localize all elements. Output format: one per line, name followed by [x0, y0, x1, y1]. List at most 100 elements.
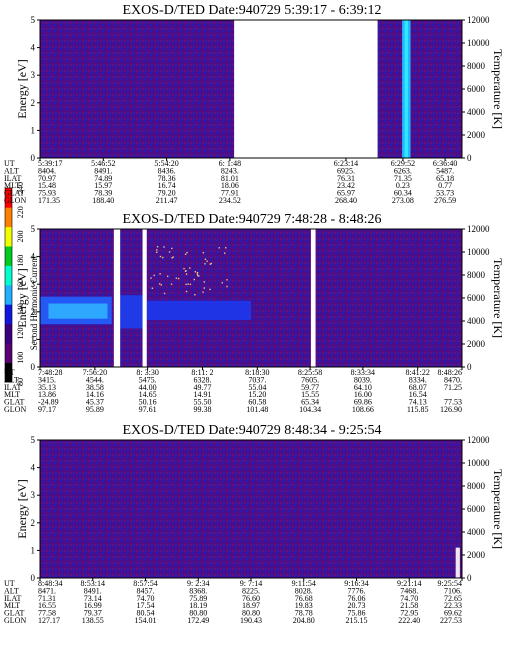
- info-row-label: ILAT: [4, 594, 21, 603]
- y-axis-label: Energy [eV]: [15, 268, 29, 327]
- y2-tick-label: 4000: [467, 316, 486, 326]
- info-cell: 81.01: [221, 174, 239, 183]
- info-cell: 4544.: [86, 375, 104, 384]
- info-cell: 215.15: [346, 616, 368, 625]
- y2-tick-label: 6000: [467, 84, 486, 94]
- info-row-label: UT: [4, 579, 15, 588]
- info-cell: 6328.: [193, 375, 211, 384]
- y-tick-label: 2: [31, 518, 36, 528]
- info-cell: 18.19: [189, 601, 207, 610]
- data-gap: [234, 20, 378, 158]
- info-cell: 268.40: [335, 196, 357, 205]
- y-tick-label: 1: [31, 545, 36, 555]
- info-cell: 8457.: [137, 586, 155, 595]
- speckle-point: [202, 252, 205, 254]
- speckle-point: [194, 271, 197, 273]
- colorbar-segment: [5, 226, 12, 247]
- info-cell: 80.80: [242, 609, 260, 618]
- y2-tick-label: 10000: [467, 38, 490, 48]
- colorbar-tick-label: 120: [16, 328, 25, 340]
- info-cell: 74.70: [400, 594, 418, 603]
- speckle-point: [221, 282, 223, 284]
- colorbar-tick-label: 200: [16, 231, 25, 243]
- spectrogram-band: [120, 295, 143, 329]
- info-cell: 16.55: [38, 601, 56, 610]
- info-cell: 8:25:58: [298, 368, 322, 377]
- info-cell: 8491.: [94, 166, 112, 175]
- y-tick-label: 3: [31, 490, 36, 500]
- info-cell: 8:57:54: [133, 579, 157, 588]
- info-cell: 8:18:30: [245, 368, 269, 377]
- info-row-label: ILAT: [4, 383, 21, 392]
- y2-axis-label: Temperature [K]: [491, 49, 505, 129]
- panel-title: EXOS-D/TED Date:940729 7:48:28 - 8:48:26: [123, 212, 382, 227]
- y-tick-label: 4: [31, 252, 36, 262]
- info-cell: 7106.: [444, 586, 462, 595]
- speckle-point: [156, 249, 158, 251]
- speckle-point: [189, 283, 192, 285]
- y2-tick-label: 12000: [467, 15, 490, 25]
- y2-tick-label: 8000: [467, 61, 486, 71]
- info-cell: 5:39:17: [38, 159, 62, 168]
- panel-title: EXOS-D/TED Date:940729 8:48:34 - 9:25:54: [123, 423, 382, 438]
- speckle-point: [189, 267, 191, 269]
- info-cell: 8:48:34: [38, 579, 62, 588]
- speckle-point: [196, 274, 199, 277]
- info-cell: 38.58: [86, 383, 104, 392]
- info-cell: 8:41:22: [405, 368, 429, 377]
- colorbar-segment: [5, 343, 12, 363]
- panel-2: EXOS-D/TED Date:940729 7:48:28 - 8:48:26…: [4, 212, 505, 414]
- info-cell: 18.06: [221, 181, 239, 190]
- info-cell: 20.73: [348, 601, 366, 610]
- info-cell: 97.61: [139, 405, 157, 414]
- speckle-point: [170, 283, 173, 285]
- speckle-point: [158, 283, 161, 285]
- info-cell: 77.91: [221, 189, 239, 198]
- speckle-point: [198, 275, 200, 277]
- info-cell: 188.40: [92, 196, 114, 205]
- y2-tick-label: 8000: [467, 481, 486, 491]
- info-cell: 9:25:54: [438, 579, 462, 588]
- info-cell: 8404.: [38, 166, 56, 175]
- y-tick-label: 4: [31, 43, 36, 53]
- colorbar-segment: [5, 207, 12, 228]
- spectrogram-band: [48, 303, 108, 319]
- y-tick-label: 5: [31, 15, 36, 25]
- colorbar-segment: [5, 188, 12, 208]
- info-cell: 16.00: [354, 390, 372, 399]
- colorbar-tick-label: 240: [16, 182, 25, 194]
- info-cell: 7776.: [348, 586, 366, 595]
- speckle-point: [171, 247, 173, 250]
- colorbar-tick-label: 160: [16, 279, 25, 291]
- info-cell: 9:16:34: [344, 579, 368, 588]
- info-cell: 5:54:20: [154, 159, 178, 168]
- speckle-point: [151, 287, 154, 289]
- info-row-label: ALT: [4, 375, 19, 384]
- info-row-label: GLAT: [4, 398, 25, 407]
- info-row-label: ILAT: [4, 174, 21, 183]
- y2-tick-label: 8000: [467, 270, 486, 280]
- speckle-point: [168, 251, 171, 253]
- info-row-label: UT: [4, 368, 15, 377]
- speckle-point: [218, 247, 220, 249]
- info-cell: 8: 3:30: [136, 368, 158, 377]
- info-cell: 8:48:26: [438, 368, 462, 377]
- y2-tick-label: 4000: [467, 107, 486, 117]
- speckle-point: [204, 263, 206, 265]
- info-cell: 5487.: [436, 166, 454, 175]
- colorbar-tick-label: 80: [16, 378, 25, 386]
- spectrogram-band: [455, 547, 460, 578]
- info-cell: 5:46:52: [91, 159, 115, 168]
- info-cell: 6:29:52: [391, 159, 415, 168]
- info-cell: 14.91: [193, 390, 211, 399]
- speckle-point: [204, 258, 207, 261]
- info-cell: 95.89: [86, 405, 104, 414]
- y2-tick-label: 4000: [467, 527, 486, 537]
- y2-tick-label: 2000: [467, 339, 486, 349]
- info-cell: 18.97: [242, 601, 260, 610]
- speckle-point: [226, 279, 228, 281]
- info-cell: 75.86: [348, 609, 366, 618]
- speckle-point: [196, 273, 199, 275]
- info-cell: 101.48: [246, 405, 268, 414]
- info-cell: 76.31: [337, 174, 355, 183]
